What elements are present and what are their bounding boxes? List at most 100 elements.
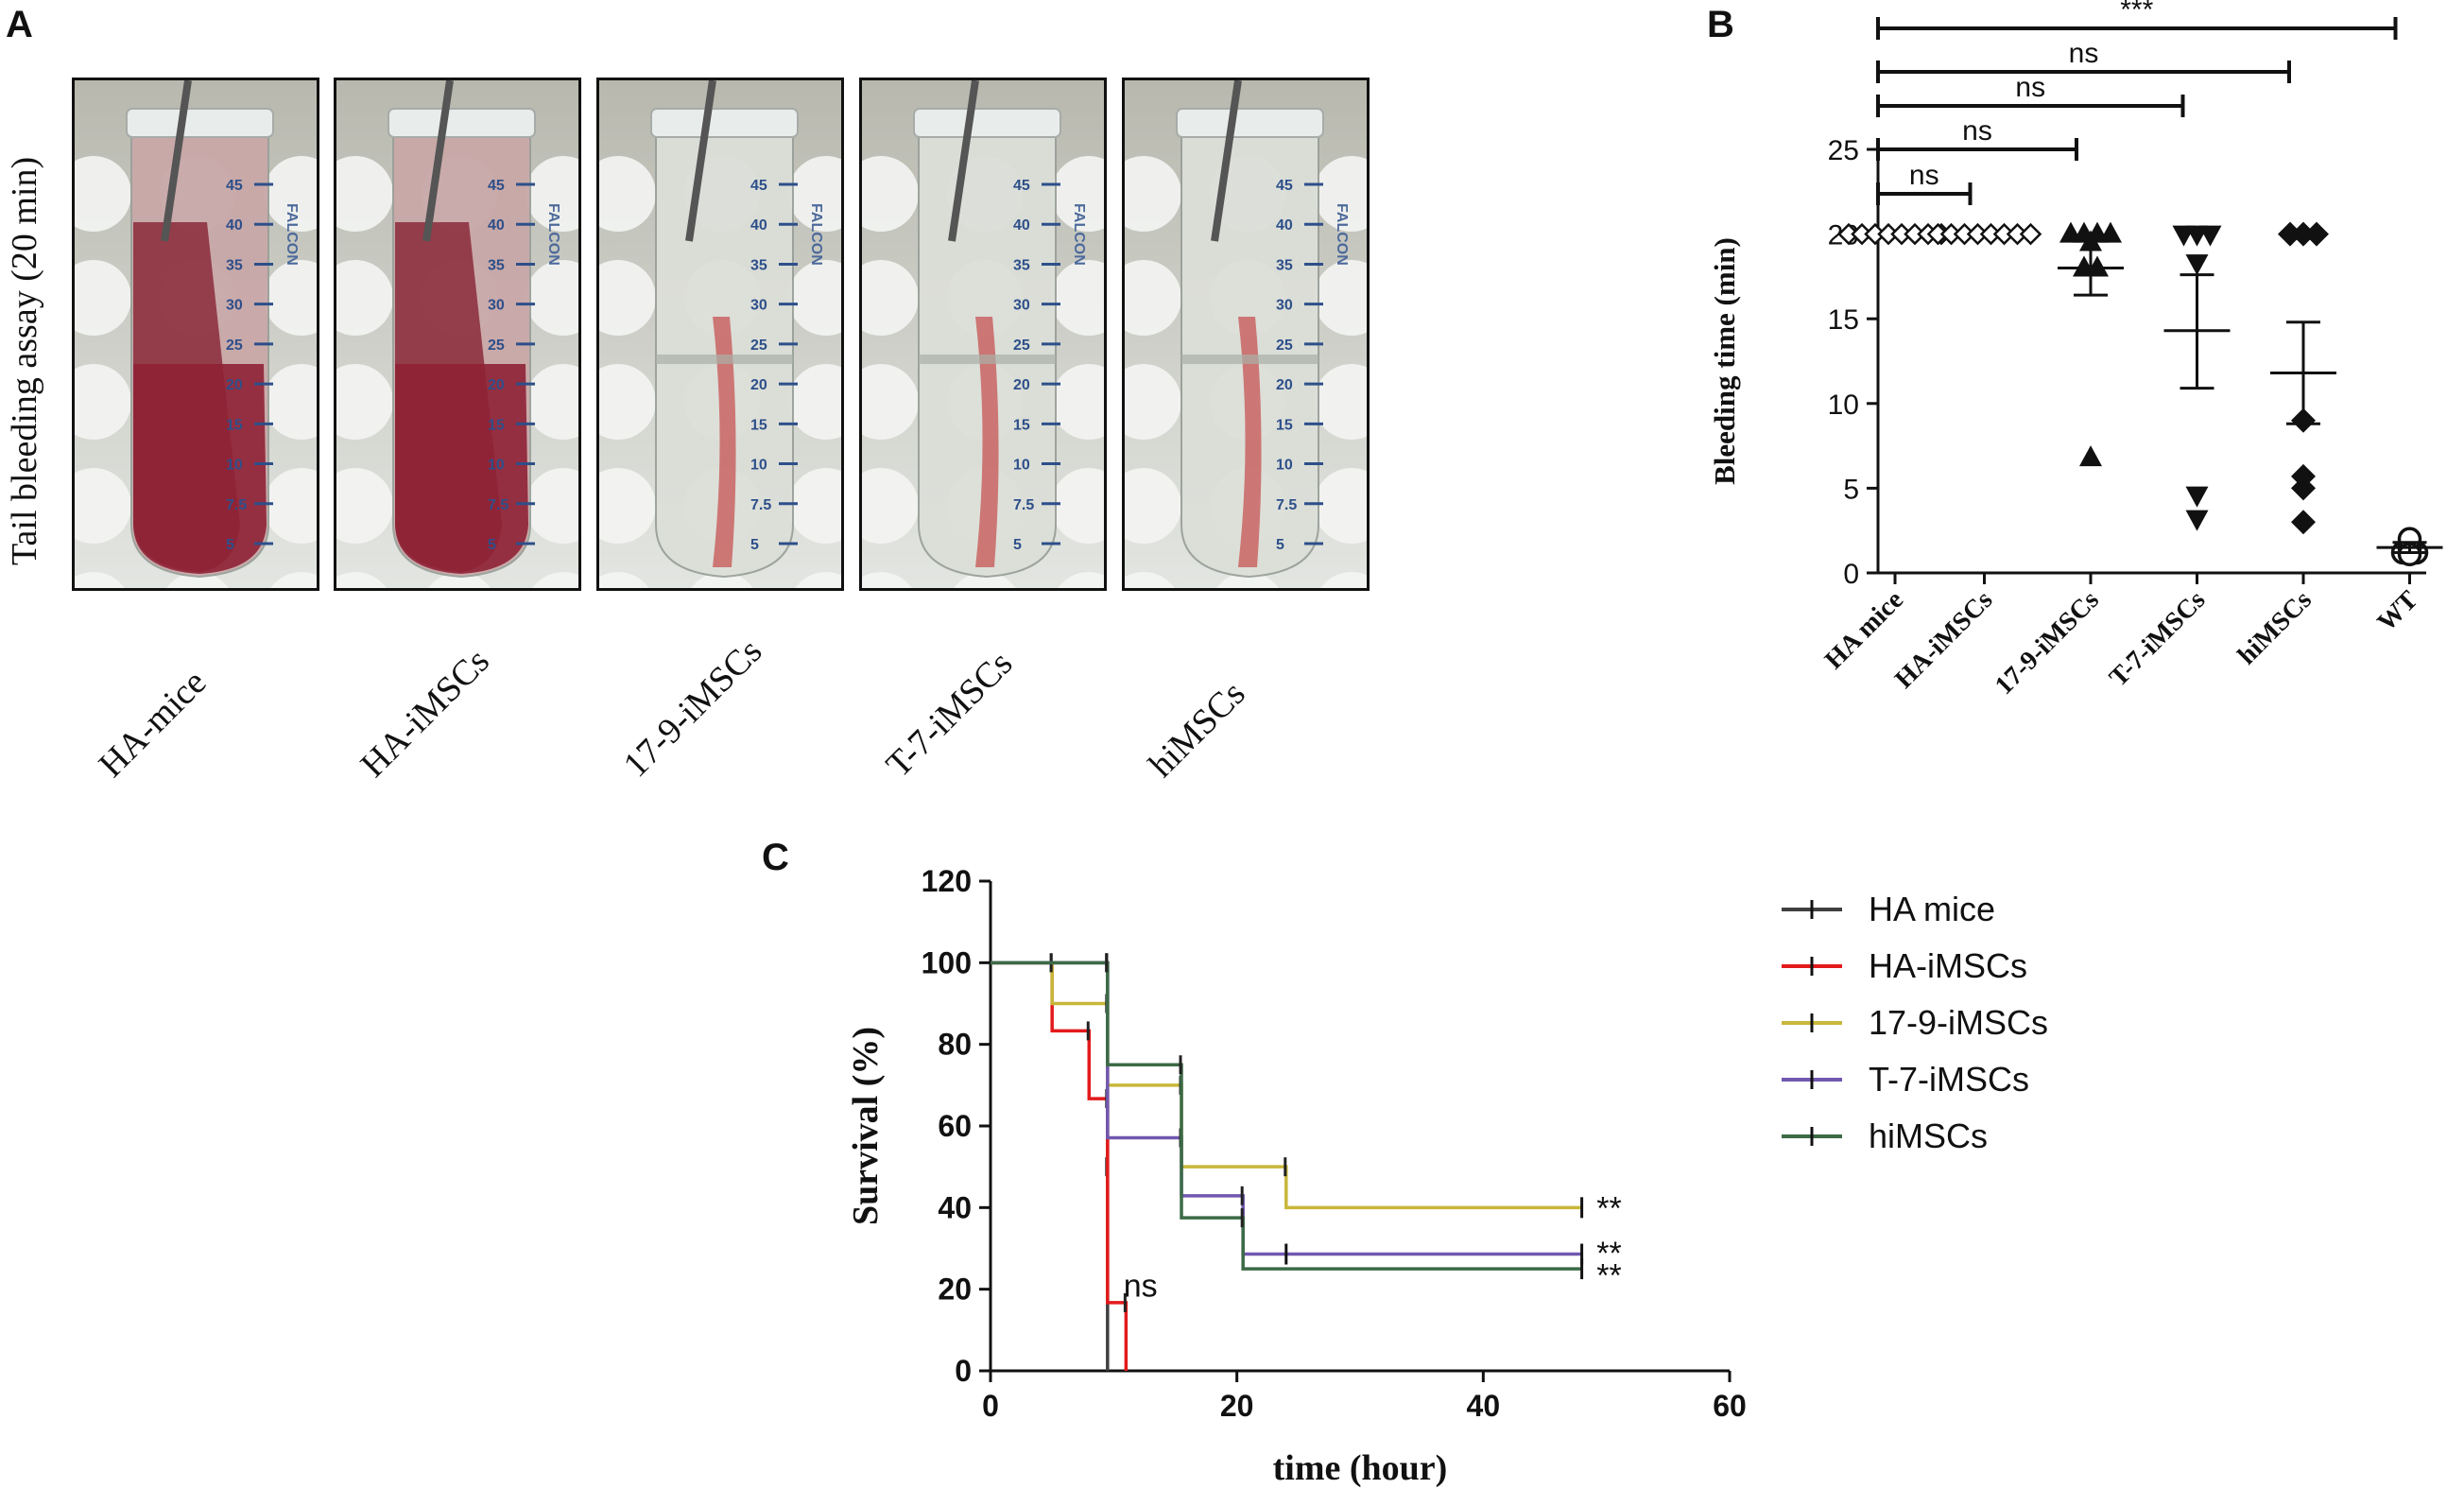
scale-mark: 35 [488, 257, 505, 273]
data-point [2185, 254, 2209, 276]
annotation-label: ** [1596, 1258, 1621, 1294]
rack-hole [599, 468, 656, 544]
scale-mark: 25 [1013, 338, 1030, 354]
tube-illustration: 45 40 35 30 25 20 15 10 7.5 5 FALCON [599, 80, 841, 588]
scale-mark: 5 [1276, 537, 1284, 553]
survival-line [991, 961, 1110, 1371]
brand-text: FALCON [284, 203, 300, 266]
y-tick-label: 60 [938, 1109, 972, 1143]
scale-mark: 20 [226, 377, 243, 393]
scale-mark: 25 [750, 338, 767, 354]
brand-text: FALCON [1071, 203, 1087, 266]
legend-label: T-7-iMSCs [1869, 1060, 2029, 1099]
x-tick-label: 20 [1220, 1389, 1254, 1423]
tube-rim [650, 108, 799, 138]
tube-photo: 45 40 35 30 25 20 15 10 7.5 5 FALCON [859, 78, 1107, 591]
sig-label: ns [2069, 38, 2099, 69]
blood-pool [395, 364, 528, 574]
scale-mark: 7.5 [226, 497, 247, 513]
rack-hole [526, 468, 578, 544]
rack-hole [1314, 468, 1367, 544]
legend-label: HA-iMSCs [1869, 946, 2027, 985]
scale-mark: 40 [750, 217, 767, 234]
rack-hole [264, 156, 317, 232]
y-tick-label: 0 [1843, 559, 1859, 590]
scale-mark: 40 [1013, 217, 1030, 234]
rack-hole [862, 364, 919, 440]
tail-rod [1211, 80, 1242, 242]
scale-mark: 10 [1013, 458, 1030, 474]
panel-a-ylabel: Tail bleeding assay (20 min) [5, 156, 44, 565]
x-tick-label: 40 [1467, 1389, 1501, 1423]
y-tick-label: 25 [1828, 135, 1859, 166]
rack-hole [336, 156, 393, 232]
scale-mark: 7.5 [1276, 497, 1297, 513]
scale-mark: 15 [750, 417, 767, 433]
rack-hole [526, 156, 578, 232]
legend-label: hiMSCs [1869, 1117, 1988, 1155]
rack-hole [788, 364, 841, 440]
scale-mark: 10 [488, 458, 505, 474]
x-tick-label: WT [2372, 585, 2424, 637]
y-tick-label: 20 [938, 1273, 972, 1307]
tube-illustration: 45 40 35 30 25 20 15 10 7.5 5 FALCON [336, 80, 578, 588]
blood-pool [133, 364, 267, 574]
scale-mark: 35 [226, 257, 243, 273]
scale-mark: 5 [750, 537, 759, 553]
scale-mark: 35 [1013, 257, 1030, 273]
tube-photo: 45 40 35 30 25 20 15 10 7.5 5 FALCON [596, 78, 844, 591]
rack-hole [336, 468, 393, 544]
data-point [2278, 221, 2302, 247]
rack-hole [526, 260, 578, 336]
scale-mark: 5 [226, 537, 234, 553]
x-tick-label: 17-9-iMSCs [1990, 585, 2105, 701]
legend-label: HA mice [1869, 890, 1995, 928]
rack-hole [75, 260, 131, 336]
tube-illustration: 45 40 35 30 25 20 15 10 7.5 5 FALCON [75, 80, 317, 588]
tube-rim [913, 108, 1061, 138]
rack-hole [1125, 156, 1181, 232]
sig-label: ns [1962, 115, 1992, 147]
scale-mark: 30 [1276, 298, 1293, 314]
scale-mark: 45 [750, 178, 767, 194]
x-tick-label: 60 [1713, 1389, 1747, 1423]
scale-mark: 15 [1013, 417, 1030, 433]
scale-mark: 15 [488, 417, 505, 433]
chart-b-bleeding-time: 0510152025Bleeding time (min)HA miceHA-i… [1708, 0, 2443, 701]
blood-streak [975, 317, 999, 567]
chart-c-survival: 0 20 40 60 80 100 120 0 20 40 60 time (hour) Surviva… [846, 864, 2048, 1488]
data-point [2291, 221, 2316, 247]
scale-mark: 45 [488, 178, 505, 194]
blood-streak [713, 317, 736, 567]
liquid-line [656, 355, 793, 364]
rack-hole [264, 364, 317, 440]
scale-mark: 25 [226, 338, 243, 354]
data-point [2019, 222, 2042, 246]
tube-photo: 45 40 35 30 25 20 15 10 7.5 5 FALCON [1122, 78, 1370, 591]
liquid-line [1181, 355, 1318, 364]
scale-mark: 10 [750, 458, 767, 474]
rack-hole [264, 468, 317, 544]
brand-text: FALCON [545, 203, 561, 266]
annotation-label: ns [1124, 1268, 1158, 1304]
scale-mark: 7.5 [750, 497, 771, 513]
y-tick-label: 15 [1828, 304, 1859, 336]
data-point [2185, 510, 2209, 531]
rack-hole [75, 468, 131, 544]
tube-illustration: 45 40 35 30 25 20 15 10 7.5 5 FALCON [862, 80, 1104, 588]
scale-mark: 7.5 [488, 497, 508, 513]
rack-hole [862, 156, 919, 232]
panel-letter-b: B [1707, 4, 1734, 45]
sig-label: *** [2120, 0, 2153, 26]
y-tick-label: 0 [955, 1354, 972, 1388]
y-tick-label: 120 [922, 864, 972, 898]
scale-mark: 25 [488, 338, 505, 354]
scale-mark: 20 [1276, 377, 1293, 393]
scale-mark: 45 [1013, 178, 1030, 194]
x-tick-label: 0 [982, 1389, 999, 1423]
brand-text: FALCON [1334, 203, 1350, 266]
scale-mark: 30 [1013, 298, 1030, 314]
tube-photo: 45 40 35 30 25 20 15 10 7.5 5 FALCON [334, 78, 581, 591]
scale-mark: 10 [226, 458, 243, 474]
tube-photo: 45 40 35 30 25 20 15 10 7.5 5 FALCON [72, 78, 319, 591]
